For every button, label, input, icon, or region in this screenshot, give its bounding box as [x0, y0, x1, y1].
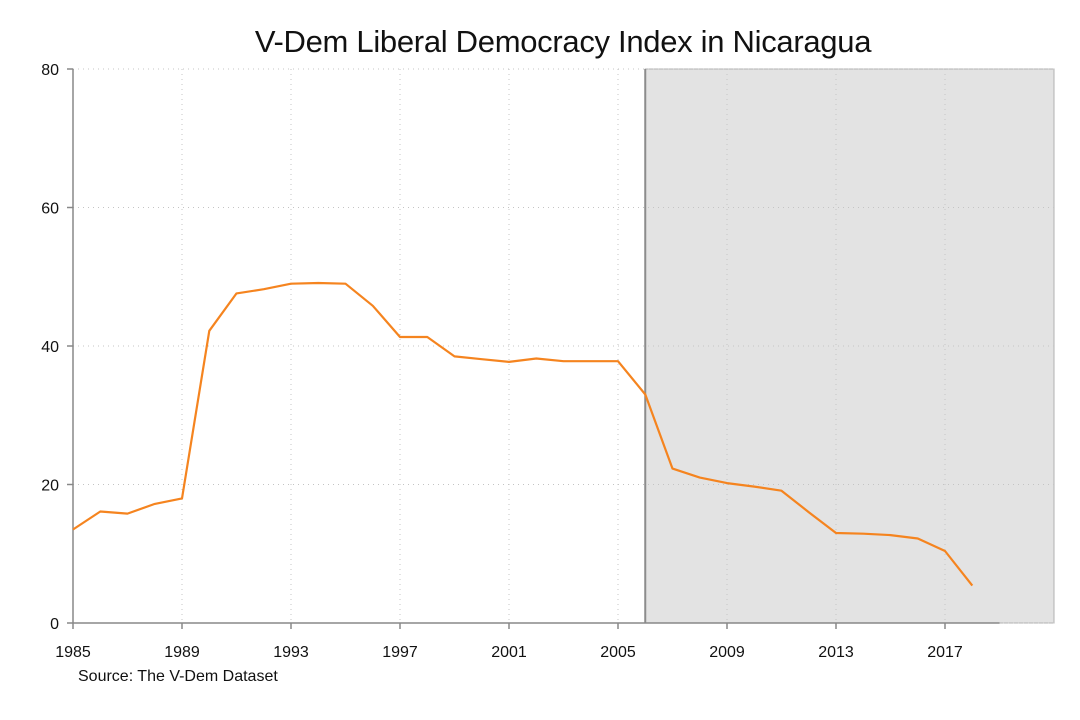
series-line — [72, 281, 974, 587]
shaded-period — [644, 68, 1055, 624]
source-note: Source: The V-Dem Dataset — [78, 668, 278, 685]
x-tick-label: 1997 — [382, 644, 418, 661]
y-tick-label: 20 — [41, 478, 59, 495]
y-tick-label: 0 — [50, 616, 59, 633]
x-tick-label: 1985 — [55, 644, 91, 661]
y-tick-label: 80 — [41, 62, 59, 79]
shaded-period-layer — [644, 68, 1055, 624]
axis-layer — [67, 68, 1000, 629]
x-tick-label: 2017 — [927, 644, 963, 661]
x-tick-label: 1993 — [273, 644, 309, 661]
x-tick-label: 2013 — [818, 644, 854, 661]
x-tick-label: 2005 — [600, 644, 636, 661]
y-tick-label: 40 — [41, 339, 59, 356]
series-layer — [72, 281, 974, 587]
y-tick-label: 60 — [41, 201, 59, 218]
chart-title: V-Dem Liberal Democracy Index in Nicarag… — [254, 24, 872, 59]
x-tick-label: 2001 — [491, 644, 527, 661]
x-tick-label: 2009 — [709, 644, 745, 661]
tick-label-layer: 0 20 40 60 80 1985 1989 1993 1997 2001 2005 2009 201… — [41, 62, 963, 661]
x-tick-label: 1989 — [164, 644, 200, 661]
